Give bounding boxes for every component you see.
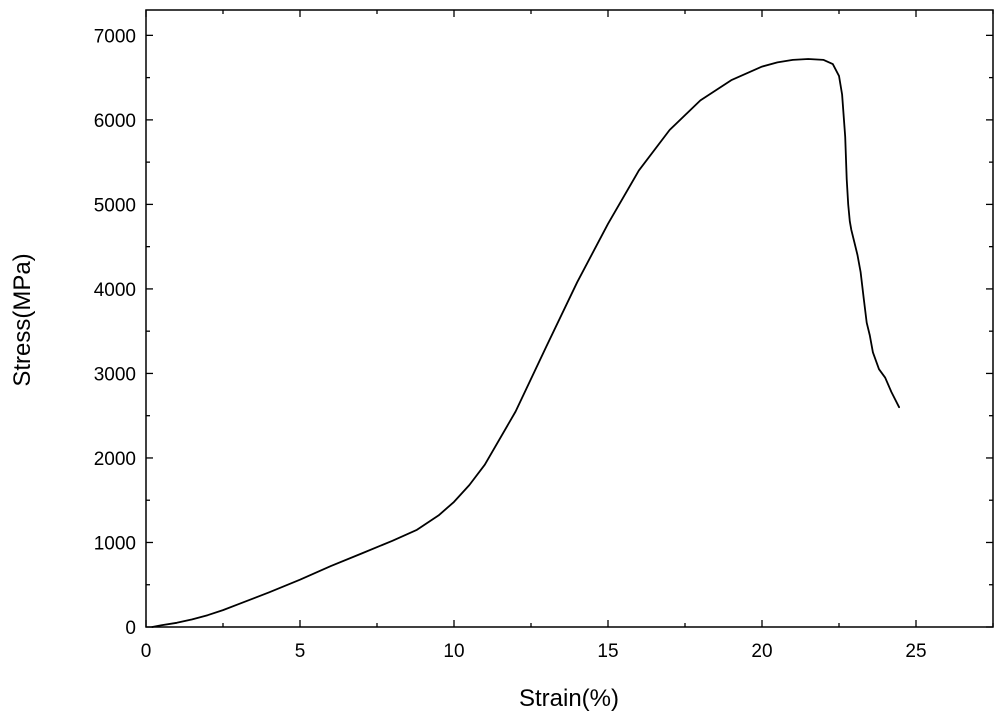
- y-axis-tick-labels: 0 1000 2000 3000 4000 5000 6000 7000: [94, 26, 136, 639]
- x-tick-label: 15: [597, 641, 618, 662]
- stress-strain-curve: [151, 58, 900, 628]
- y-tick-label: 1000: [94, 533, 136, 554]
- x-tick-label: 25: [905, 641, 926, 662]
- y-tick-label: 7000: [94, 26, 136, 47]
- x-axis-ticks: [145, 10, 994, 627]
- y-tick-label: 3000: [94, 364, 136, 385]
- x-axis-label: Strain(%): [519, 685, 619, 712]
- y-tick-label: 6000: [94, 111, 136, 132]
- x-tick-label: 5: [295, 641, 306, 662]
- x-tick-label: 20: [751, 641, 772, 662]
- y-axis-ticks: [146, 34, 993, 628]
- plot-frame: [145, 9, 994, 628]
- y-tick-label: 5000: [94, 195, 136, 216]
- x-tick-label: 0: [141, 641, 152, 662]
- x-axis-tick-labels: 0 5 10 15 20 25: [141, 641, 927, 662]
- y-axis-label: Stress(MPa): [9, 253, 36, 386]
- x-tick-label: 10: [443, 641, 464, 662]
- y-tick-label: 2000: [94, 449, 136, 470]
- y-tick-label: 0: [125, 618, 136, 639]
- y-tick-label: 4000: [94, 280, 136, 301]
